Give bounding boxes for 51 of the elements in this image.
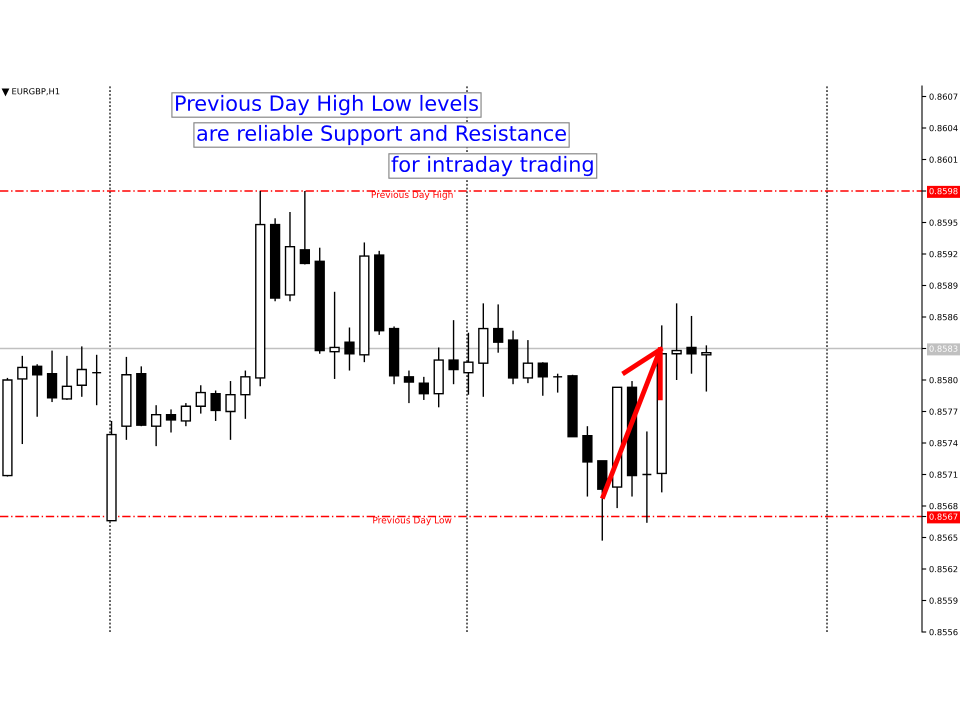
candlestick [62, 355, 72, 401]
candlestick [150, 404, 162, 447]
y-tick-label: 0.8607 [929, 93, 958, 100]
candlestick [210, 390, 221, 422]
candlestick [522, 339, 534, 384]
y-tick-label: 0.8586 [929, 314, 958, 320]
y-tick-label: 0.8601 [929, 156, 958, 163]
y-tick-label: 0.8567 [929, 513, 958, 520]
y-tick-label: 0.8571 [929, 471, 958, 478]
candlestick [701, 344, 712, 392]
candlestick [76, 346, 87, 398]
candlestick [493, 304, 504, 354]
chart-title: EURGBP,H1 [12, 88, 60, 96]
y-tick-label: 0.8577 [929, 408, 958, 415]
annotation: Previous Day High Low levels [176, 94, 478, 116]
candlestick [344, 326, 355, 372]
candlestick [92, 354, 102, 406]
y-tick-label: 0.8559 [929, 597, 958, 604]
candlestick [686, 315, 697, 374]
annotation: for intraday trading [391, 156, 593, 176]
ref-line-label: Previous Day High [372, 191, 453, 200]
candlestick [196, 384, 206, 414]
y-tick-label: 0.8562 [929, 566, 958, 572]
y-tick-label: 0.8592 [929, 250, 958, 258]
y-tick-label: 0.8604 [929, 124, 958, 132]
y-tick-label: 0.8583 [929, 345, 958, 352]
y-tick-label: 0.8568 [929, 502, 958, 510]
candlestick [166, 408, 176, 434]
candlestick [17, 355, 28, 445]
y-tick-label: 0.8574 [929, 440, 958, 446]
y-tick-label: 0.8589 [929, 282, 958, 289]
candlestick [642, 430, 652, 524]
candlestick [404, 370, 414, 404]
candlestick [418, 376, 429, 401]
candlestick [671, 302, 682, 381]
candlestick [538, 361, 548, 396]
candlestick [552, 373, 563, 394]
y-tick-label: 0.8580 [929, 376, 958, 384]
y-tick-label: 0.8595 [929, 219, 958, 226]
ref-line-label: Previous Day Low [373, 516, 452, 526]
y-tick-label: 0.8565 [929, 534, 958, 541]
candlestick [300, 190, 310, 266]
candlestick [180, 402, 192, 427]
candlestick [329, 291, 340, 380]
candlestick [240, 370, 251, 420]
candlestick [448, 319, 459, 385]
candlestick [225, 380, 236, 441]
candlestick [32, 364, 42, 418]
y-tick-label: 0.8598 [929, 188, 958, 194]
annotation: are reliable Support and Resistance [197, 124, 566, 146]
y-tick-label: 0.8556 [929, 628, 958, 636]
